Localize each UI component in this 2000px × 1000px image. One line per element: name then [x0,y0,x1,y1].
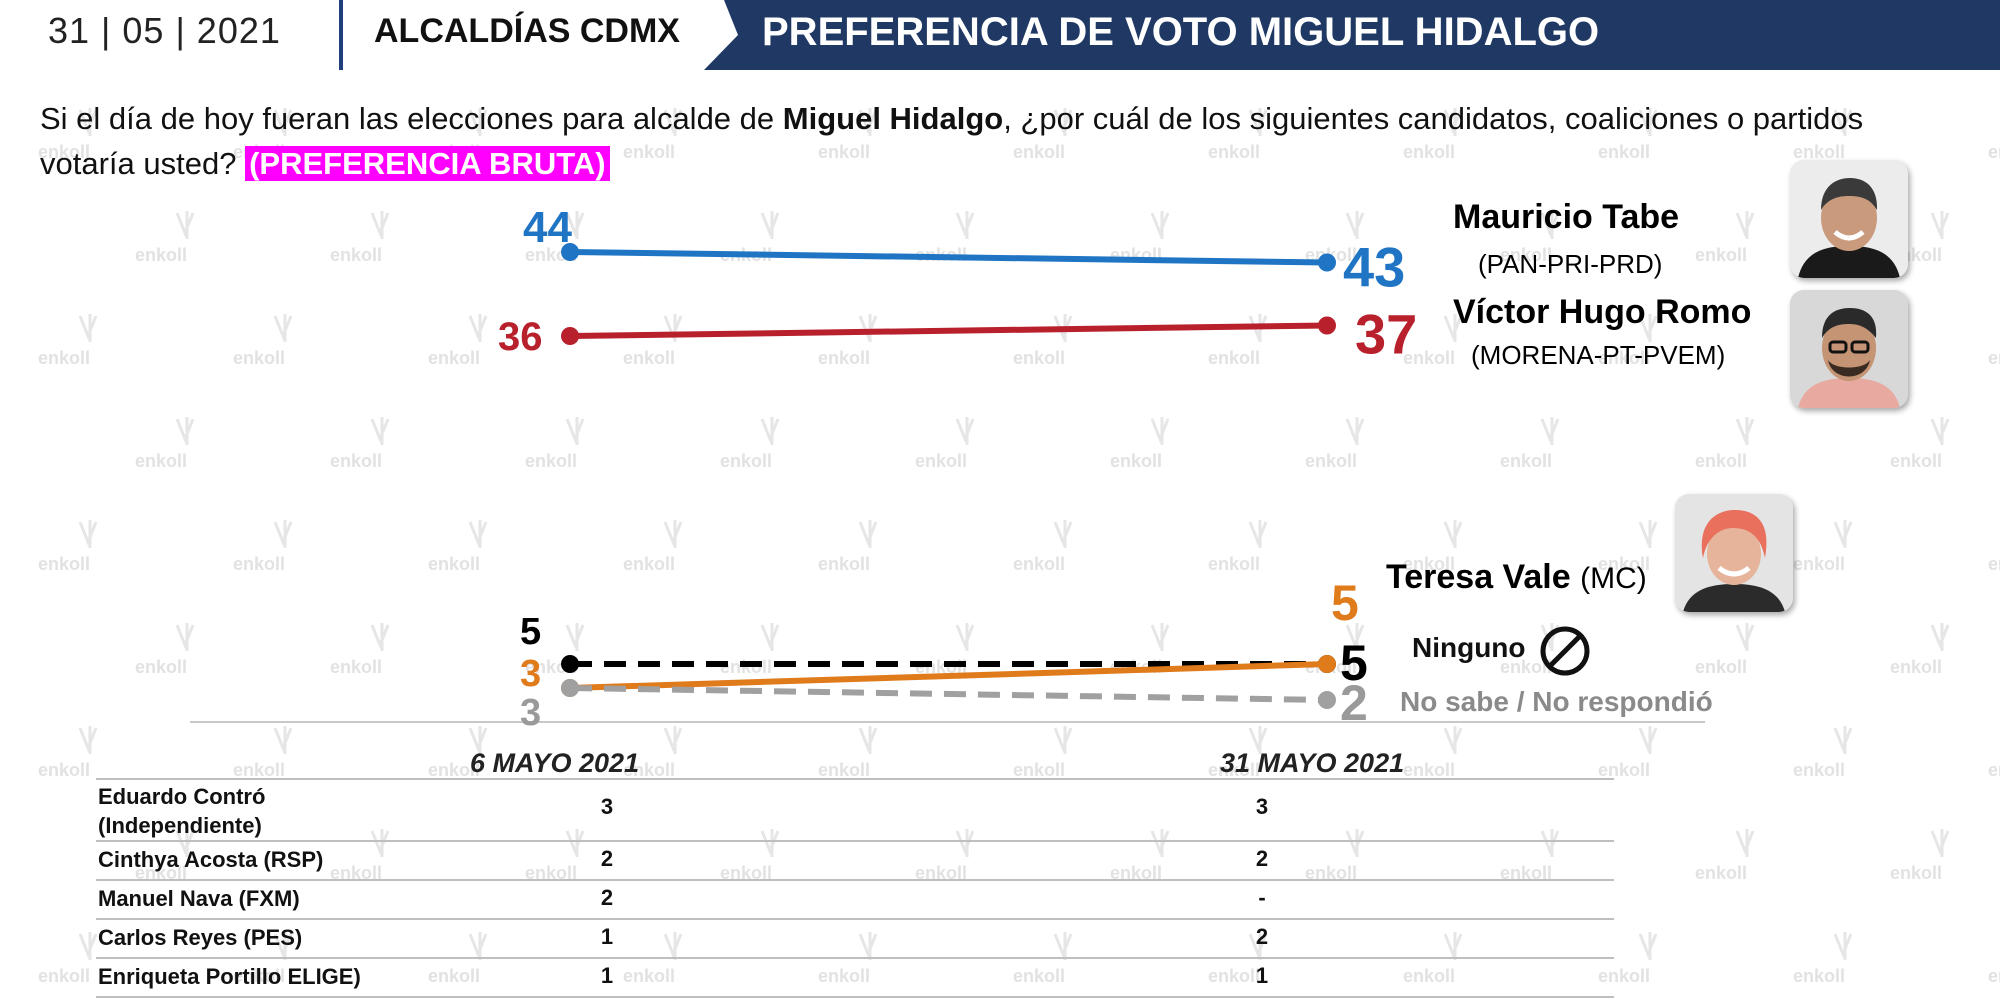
person-photo-icon [1790,290,1908,408]
data-point [1318,316,1336,335]
other-candidates-table: Eduardo Contró (Independiente) 3 3 Cinthya … [96,778,1614,998]
title-banner [704,0,2000,70]
preference-tag: (PREFERENCIA BRUTA) [245,146,610,181]
table-row: Manuel Nava (FXM) 2 - [96,879,1614,918]
nosabe-label: No sabe / No respondió [1400,686,1713,717]
row-value-may31: 3 [1255,794,1269,819]
series-line [569,661,1328,691]
data-label: 3 [520,653,541,695]
ninguno-label: Ninguno [1412,632,1526,663]
table-date-2: 31 MAYO 2021 [1220,748,1405,778]
header-divider [339,0,343,70]
row-value-may6: 1 [600,924,614,949]
series-line [569,322,1328,339]
row-value-may6: 2 [600,846,614,871]
candidate-name-vale: Teresa Vale (MC) [1386,558,1647,597]
vale-photo [1675,494,1793,612]
data-label: 43 [1343,236,1405,299]
question-municipality: Miguel Hidalgo [782,101,1004,136]
tabe-photo [1790,160,1908,278]
page-title: PREFERENCIA DE VOTO MIGUEL HIDALGO [762,10,1600,54]
series-line [569,249,1328,266]
table-row: Eduardo Contró (Independiente) 3 3 [96,778,1614,840]
data-point [561,243,579,261]
row-candidate-name: Manuel Nava (FXM) [98,886,300,911]
section-title: ALCALDÍAS CDMX [374,12,680,50]
row-candidate-name: Carlos Reyes (PES) [98,925,303,950]
table-row: Carlos Reyes (PES) 1 2 [96,918,1614,957]
row-value-may6: 2 [600,885,614,910]
person-photo-icon [1675,494,1793,612]
data-label: 36 [498,315,543,359]
data-point [561,679,579,697]
series-line [569,685,1328,703]
data-label: 5 [520,611,541,653]
vale-name-text: Teresa Vale [1386,558,1571,596]
data-point [561,327,579,345]
question-part2: , ¿por cuál de los siguientes candidatos… [40,101,1864,181]
row-value-may6: 1 [600,963,614,988]
data-label: 37 [1355,303,1417,366]
candidate-name-romo: Víctor Hugo Romo [1453,293,1752,331]
table-date-1: 6 MAYO 2021 [470,748,640,778]
data-label: 2 [1340,675,1368,731]
row-value-may31: - [1258,885,1266,910]
romo-photo [1790,290,1908,408]
vale-party-text: (MC) [1580,562,1647,595]
data-label: 5 [1331,575,1359,631]
candidate-party-romo: (MORENA-PT-PVEM) [1471,340,1726,370]
question-text: Si el día de hoy fueran las elecciones p… [40,96,1920,186]
candidate-party-tabe: (PAN-PRI-PRD) [1478,249,1663,279]
table-row: Cinthya Acosta (RSP) 2 2 [96,840,1614,879]
report-date: 31 | 05 | 2021 [48,10,281,51]
person-photo-icon [1790,160,1908,278]
row-candidate-name: Cinthya Acosta (RSP) [98,847,324,872]
row-value-may31: 2 [1255,924,1269,949]
row-value-may31: 1 [1255,963,1269,988]
data-point [1318,253,1336,272]
table-row: Enriqueta Portillo ELIGE) 1 1 [96,957,1614,998]
data-label: 5 [1340,635,1368,691]
candidate-name-tabe: Mauricio Tabe [1453,198,1680,236]
data-point [1318,691,1336,709]
row-value-may6: 3 [600,794,614,819]
question-part1: Si el día de hoy fueran las elecciones p… [40,101,783,136]
row-candidate-name: Enriqueta Portillo ELIGE) [98,964,361,989]
data-label: 44 [523,203,572,252]
row-candidate-name: Eduardo Contró (Independiente) [98,784,266,838]
data-point [1318,655,1336,673]
row-value-may31: 2 [1255,846,1269,871]
prohibited-icon [1540,626,1590,676]
data-label: 3 [520,692,541,734]
data-point [561,655,579,673]
